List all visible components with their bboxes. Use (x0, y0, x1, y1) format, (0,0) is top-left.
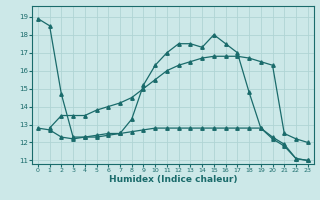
X-axis label: Humidex (Indice chaleur): Humidex (Indice chaleur) (108, 175, 237, 184)
